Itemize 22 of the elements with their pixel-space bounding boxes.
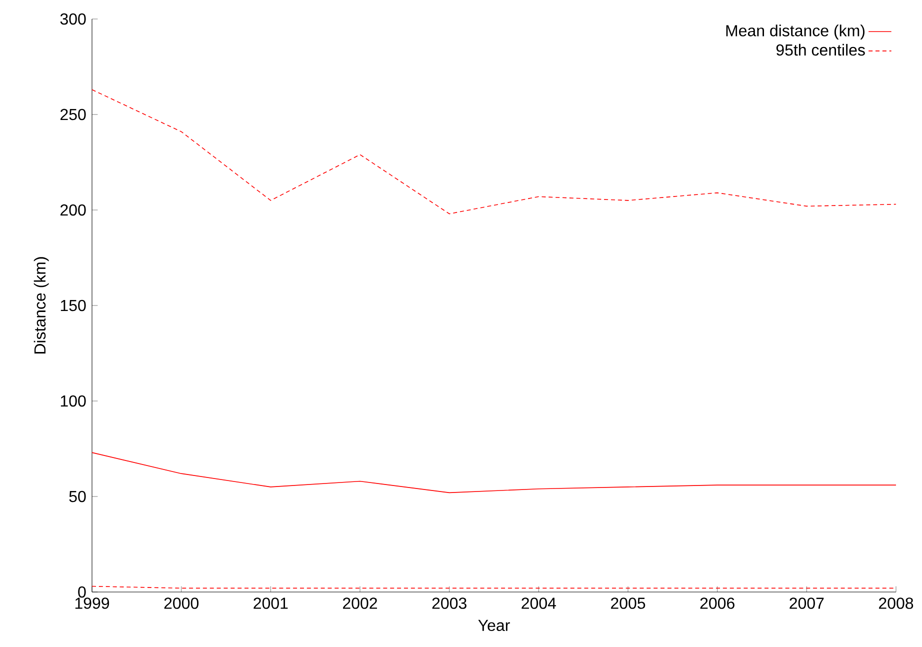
- legend-label: Mean distance (km): [726, 24, 864, 40]
- x-tick-label: 2000: [164, 598, 199, 609]
- x-tick-label: 2007: [790, 598, 824, 609]
- legend-label: 95th centiles: [776, 44, 865, 56]
- y-axis-title: Distance (km): [34, 257, 49, 354]
- x-tick-label: 2003: [432, 598, 466, 609]
- x-tick-label: 2004: [522, 598, 556, 609]
- y-tick-label: 300: [60, 13, 86, 25]
- y-tick-label: 0: [78, 586, 86, 598]
- y-tick-label: 200: [60, 204, 86, 216]
- y-tick-label: 150: [60, 300, 86, 312]
- y-tick-label: 100: [60, 395, 86, 407]
- x-tick-label: 2001: [254, 598, 288, 609]
- x-axis-title: Year: [478, 620, 510, 632]
- y-tick-label: 50: [69, 490, 86, 502]
- line-series: [92, 89, 896, 214]
- y-tick-label: 250: [60, 108, 86, 120]
- x-tick-label: 1999: [75, 598, 110, 609]
- x-tick-label: 2006: [700, 598, 734, 609]
- x-tick-label: 2002: [343, 598, 377, 609]
- x-tick-label: 2008: [879, 598, 914, 609]
- x-tick-label: 2005: [611, 598, 646, 609]
